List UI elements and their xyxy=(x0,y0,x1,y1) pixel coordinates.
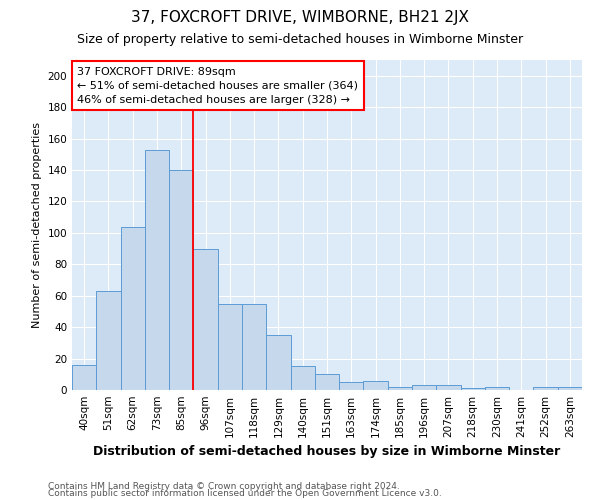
Bar xyxy=(485,387,509,390)
Text: Contains public sector information licensed under the Open Government Licence v3: Contains public sector information licen… xyxy=(48,489,442,498)
Bar xyxy=(145,150,169,390)
Bar xyxy=(533,387,558,390)
Bar xyxy=(290,366,315,390)
Bar xyxy=(72,365,96,390)
Bar xyxy=(412,386,436,390)
Bar xyxy=(266,335,290,390)
X-axis label: Distribution of semi-detached houses by size in Wimborne Minster: Distribution of semi-detached houses by … xyxy=(94,446,560,458)
Bar xyxy=(364,380,388,390)
Bar xyxy=(339,382,364,390)
Bar xyxy=(96,291,121,390)
Bar xyxy=(436,386,461,390)
Bar xyxy=(218,304,242,390)
Bar xyxy=(388,387,412,390)
Bar xyxy=(169,170,193,390)
Bar xyxy=(461,388,485,390)
Bar xyxy=(558,387,582,390)
Bar xyxy=(121,226,145,390)
Bar xyxy=(315,374,339,390)
Text: 37 FOXCROFT DRIVE: 89sqm
← 51% of semi-detached houses are smaller (364)
46% of : 37 FOXCROFT DRIVE: 89sqm ← 51% of semi-d… xyxy=(77,66,358,104)
Bar xyxy=(193,248,218,390)
Text: 37, FOXCROFT DRIVE, WIMBORNE, BH21 2JX: 37, FOXCROFT DRIVE, WIMBORNE, BH21 2JX xyxy=(131,10,469,25)
Text: Contains HM Land Registry data © Crown copyright and database right 2024.: Contains HM Land Registry data © Crown c… xyxy=(48,482,400,491)
Bar xyxy=(242,304,266,390)
Text: Size of property relative to semi-detached houses in Wimborne Minster: Size of property relative to semi-detach… xyxy=(77,32,523,46)
Y-axis label: Number of semi-detached properties: Number of semi-detached properties xyxy=(32,122,42,328)
